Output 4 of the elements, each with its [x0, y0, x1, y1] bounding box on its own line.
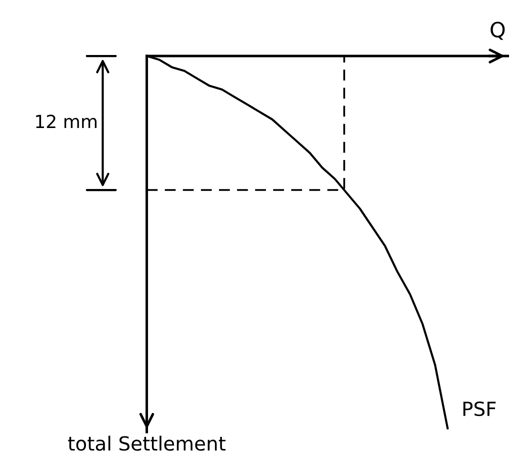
text: 12 mm [36, 114, 97, 128]
y-axis-title: total Settlement [68, 436, 226, 451]
x-axis-title: Q [490, 22, 505, 40]
series-label: PSF [463, 401, 496, 416]
